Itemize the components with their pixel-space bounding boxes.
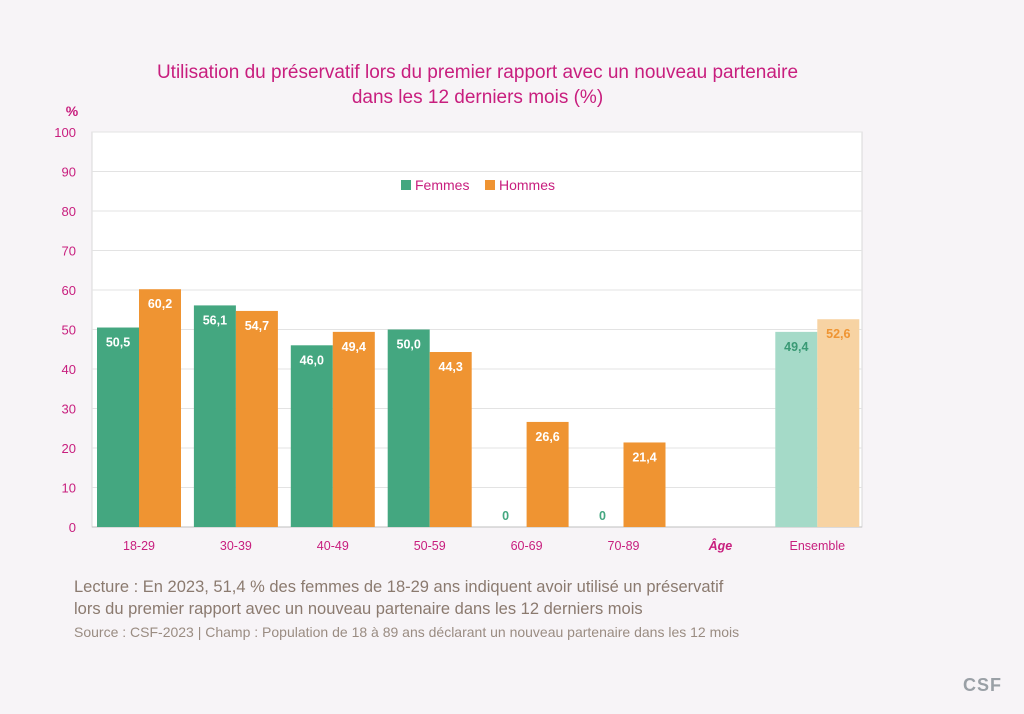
chart-title-line1: Utilisation du préservatif lors du premi… (156, 62, 799, 83)
bar-hommes (139, 289, 181, 527)
y-tick-label: 100 (54, 125, 76, 140)
data-label-hommes: 21,4 (632, 450, 656, 464)
y-tick-label: 50 (62, 323, 76, 338)
x-tick-label: 30-39 (220, 539, 252, 553)
bar-ensemble-femmes (775, 331, 818, 527)
legend-swatch-hommes (485, 180, 495, 190)
legend-label-hommes: Hommes (499, 177, 555, 193)
data-label-femmes: 46,0 (300, 353, 324, 367)
data-label-hommes: 44,3 (439, 360, 463, 374)
bar-hommes (332, 331, 375, 527)
x-tick-label: Ensemble (790, 539, 846, 553)
bar-femmes (193, 305, 236, 527)
data-label-ensemble-femmes: 49,4 (784, 340, 808, 354)
reading-note-line2: lors du premier rapport avec un nouveau … (74, 600, 643, 618)
y-tick-label: 90 (62, 165, 76, 180)
y-axis-label: % (66, 103, 79, 119)
csf-logo: CSF (963, 675, 1002, 695)
y-tick-label: 80 (62, 204, 76, 219)
y-tick-label: 20 (62, 441, 76, 456)
legend-swatch-femmes (401, 180, 411, 190)
y-tick-label: 10 (62, 481, 76, 496)
bar-femmes (290, 345, 333, 527)
bar-chart: 0 10 20 30 40 50 60 70 80 90 100% 50,5 60,2 18-29 56,1… (54, 103, 863, 553)
y-tick-label: 30 (62, 402, 76, 417)
y-tick-label: 0 (69, 520, 76, 535)
reading-note: Lecture : En 2023, 51,4 % des femmes de … (74, 576, 723, 620)
legend-label-femmes: Femmes (415, 177, 469, 193)
data-label-ensemble-hommes: 52,6 (826, 327, 850, 341)
data-label-hommes: 54,7 (245, 319, 269, 333)
x-tick-label: 60-69 (511, 539, 543, 553)
data-label-femmes: 50,0 (397, 338, 421, 352)
x-tick-label: 18-29 (123, 539, 155, 553)
data-label-femmes: 56,1 (203, 313, 227, 327)
chart-title: Utilisation du préservatif lors du premi… (90, 60, 865, 110)
data-label-hommes: 60,2 (148, 297, 172, 311)
bar-hommes (429, 352, 472, 527)
data-label-hommes: 49,4 (342, 340, 366, 354)
x-tick-label: 50-59 (414, 539, 446, 553)
data-label-femmes: 50,5 (106, 336, 130, 350)
data-label-hommes: 26,6 (535, 430, 559, 444)
y-tick-label: 60 (62, 283, 76, 298)
data-label-femmes: 0 (599, 509, 606, 523)
y-tick-label: 70 (62, 244, 76, 259)
bar-femmes (97, 327, 139, 527)
x-axis-label: Âge (708, 538, 733, 553)
x-tick-label: 70-89 (608, 539, 640, 553)
chart-title-line2: dans les 12 derniers mois (%) (351, 87, 604, 108)
bar-hommes (235, 310, 278, 527)
data-label-femmes: 0 (502, 509, 509, 523)
x-tick-label: 40-49 (317, 539, 349, 553)
reading-note-line1: Lecture : En 2023, 51,4 % des femmes de … (74, 578, 724, 596)
bar-ensemble-hommes (817, 319, 860, 527)
bar-hommes (623, 442, 666, 527)
bar-hommes (526, 421, 569, 527)
source-note: Source : CSF-2023 | Champ : Population d… (74, 624, 740, 640)
y-tick-label: 40 (62, 362, 76, 377)
bar-femmes (387, 329, 430, 527)
